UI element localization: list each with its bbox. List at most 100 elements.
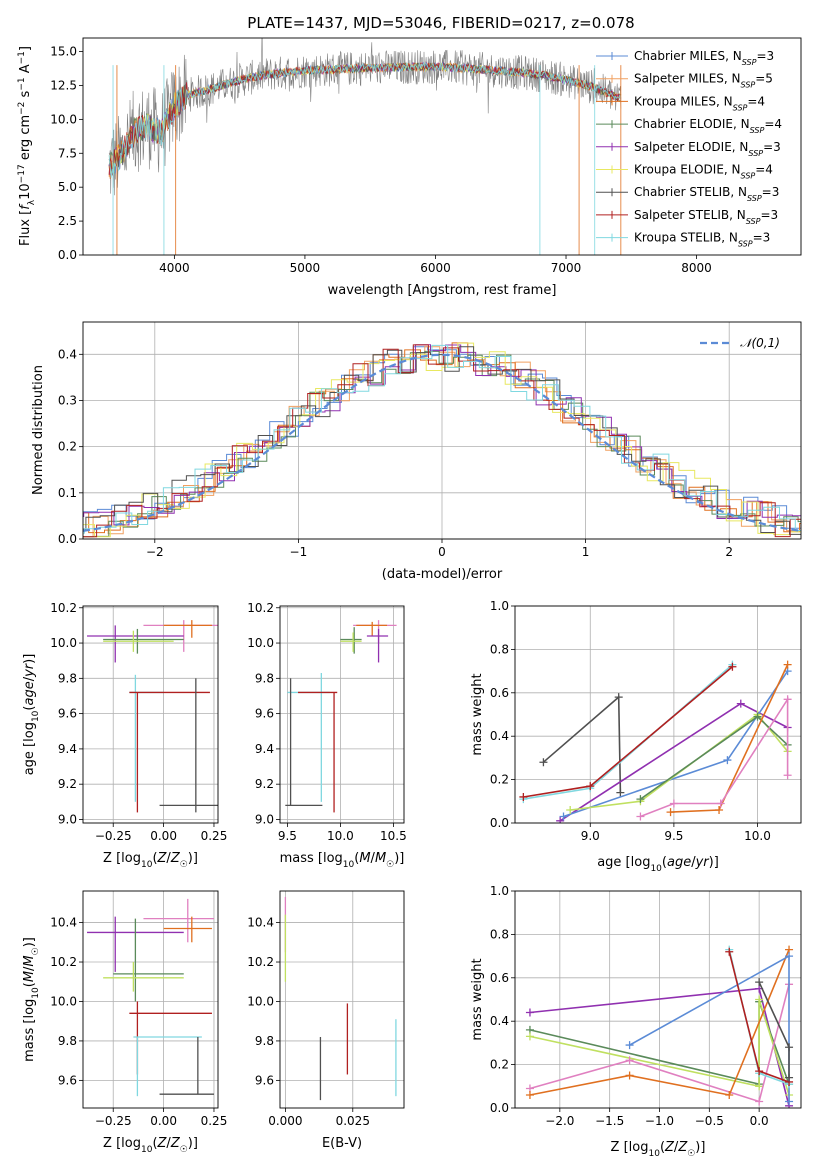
x-axis-label: E(B-V) xyxy=(322,1136,362,1151)
mass-weight-point xyxy=(715,805,724,814)
y-tick-label: 0.0 xyxy=(58,532,77,546)
mass-weight-point xyxy=(736,699,745,708)
x-axis-label-part: M xyxy=(375,851,386,866)
clipped-series xyxy=(285,620,397,813)
legend-subscript: SSP xyxy=(741,171,756,180)
legend-value: =3 xyxy=(753,231,771,245)
legend-entry-label: Chabrier STELIB, NSSP=3 xyxy=(634,185,779,203)
y-tick-label: 9.8 xyxy=(255,671,274,685)
x-tick-label: 8000 xyxy=(681,261,712,275)
mass-weight-point xyxy=(783,660,792,669)
x-tick-label: −1 xyxy=(290,545,308,559)
figure-title: PLATE=1437, MJD=53046, FIBERID=0217, z=0… xyxy=(247,14,634,32)
x-axis-label-part: ( xyxy=(660,1140,665,1155)
legend-text: Salpeter MILES, N xyxy=(634,72,741,86)
y-axis-label-part: 10 xyxy=(31,710,41,722)
y-axis-label-part: 10 xyxy=(31,987,41,999)
x-axis-label-part: 10 xyxy=(650,864,662,874)
legend-value: =3 xyxy=(756,49,774,63)
x-tick-label: 9.5 xyxy=(664,829,683,843)
mass-weight-point xyxy=(716,799,725,808)
x-axis-label-part: M xyxy=(359,851,370,866)
x-axis-label-part: Z xyxy=(170,851,181,866)
x-axis-label-part: 10 xyxy=(648,1149,660,1159)
x-axis-label-part: ☉ xyxy=(180,860,188,870)
x-tick-label: 10.0 xyxy=(744,829,771,843)
y-tick-label: 10.0 xyxy=(50,112,77,126)
legend-subscript: SSP xyxy=(741,80,756,89)
x-tick-label: −1.0 xyxy=(645,1114,674,1128)
mass-weight-point xyxy=(783,771,792,780)
y-tick-label: 0.0 xyxy=(490,816,509,830)
y-tick-label: 10.0 xyxy=(50,994,77,1008)
y-axis-label-part: ☉ xyxy=(31,947,41,955)
legend-value: =5 xyxy=(755,72,773,86)
x-axis-label-part: ( xyxy=(152,851,157,866)
x-tick-label: −1.5 xyxy=(595,1114,624,1128)
y-tick-label: 1.0 xyxy=(490,884,509,898)
mass-weight-point xyxy=(519,792,528,801)
y-tick-label: 10.0 xyxy=(247,636,274,650)
mass-weight-point xyxy=(616,788,625,797)
y-tick-label: 10.2 xyxy=(50,955,77,969)
y-axis-label: mass weight xyxy=(470,673,485,755)
legend-entry-label: Kroupa ELODIE, NSSP=4 xyxy=(634,163,773,181)
mass-weight-point xyxy=(755,978,764,987)
y-axis-label-part: / xyxy=(22,676,37,681)
mass-weight-point xyxy=(625,1041,634,1050)
x-tick-label: 4000 xyxy=(159,261,190,275)
clipped-series xyxy=(83,342,801,538)
y-tick-label: 15.0 xyxy=(50,45,77,59)
x-tick-label: 0.025 xyxy=(336,1114,370,1128)
plot-frame xyxy=(514,890,802,1109)
y-tick-label: 9.0 xyxy=(255,812,274,826)
x-axis-label-part: Z xyxy=(677,1140,688,1155)
x-axis-label: wavelength [Angstrom, rest frame] xyxy=(328,283,557,298)
y-tick-label: 0.8 xyxy=(490,927,509,941)
weight-vs-metallicity-panel: −2.0 −1.5 −1.0 −0.5 0.0 0.0 0.2 0.4 0.6 0.8 1.0 Z [… xyxy=(470,884,802,1159)
model-spectrum-line xyxy=(108,61,622,178)
legend-subscript: SSP xyxy=(746,216,761,225)
y-axis-label-part: M xyxy=(22,955,37,966)
legend-entry-label: Kroupa MILES, NSSP=4 xyxy=(634,94,765,112)
x-axis-label-part: 10 xyxy=(141,1145,153,1155)
y-axis-label-part: )] xyxy=(22,937,37,947)
y-tick-label: 5.0 xyxy=(58,180,77,194)
x-axis-label-part: ☉ xyxy=(386,860,394,870)
clipped-series xyxy=(87,898,214,1097)
mass-weight-point xyxy=(636,795,645,804)
legend-text: Chabrier MILES, N xyxy=(634,49,742,63)
y-axis-label-part: age [log xyxy=(22,722,37,775)
x-tick-label: 0.00 xyxy=(150,829,177,843)
x-tick-label: −2 xyxy=(146,545,164,559)
legend-text: Kroupa STELIB, N xyxy=(634,231,738,245)
weight-vs-age-panel: 9.0 9.5 10.0 0.0 0.2 0.4 0.6 0.8 1.0 age [log10(a… xyxy=(470,599,802,874)
x-axis-label: Z [log10(Z/Z☉)] xyxy=(611,1140,706,1159)
y-tick-label: 0.4 xyxy=(490,729,509,743)
legend-subscript: SSP xyxy=(738,239,753,248)
x-axis-label: (data-model)/error xyxy=(382,567,503,582)
x-axis-label-part: age xyxy=(667,855,691,870)
y-tick-label: 10.4 xyxy=(247,916,274,930)
x-tick-label: 9.0 xyxy=(581,829,600,843)
y-axis-label: Flux [fλ10−17 erg cm−2 s−1 A−1] xyxy=(17,46,37,246)
mass-weight-point xyxy=(755,1067,764,1076)
mass-weight-point xyxy=(666,808,675,817)
x-axis-label-part: ( xyxy=(152,1136,157,1151)
x-tick-label: 7000 xyxy=(551,261,582,275)
y-tick-label: 9.4 xyxy=(255,742,274,756)
x-axis-label-part: ☉ xyxy=(687,1149,695,1159)
x-axis-label-part: ( xyxy=(354,851,359,866)
y-axis-label-part: ( xyxy=(22,706,37,711)
x-tick-label: 1 xyxy=(582,545,590,559)
x-tick-label: 6000 xyxy=(420,261,451,275)
legend-entry-label: Salpeter MILES, NSSP=5 xyxy=(634,72,773,90)
y-tick-label: 0.2 xyxy=(490,1058,509,1072)
mass-weight-point xyxy=(669,799,678,808)
clipped-series xyxy=(108,38,622,255)
x-tick-label: 0.25 xyxy=(201,1114,228,1128)
x-axis-label-part: )] xyxy=(188,1136,198,1151)
legend-value: =3 xyxy=(763,140,781,154)
y-axis-label-part: M xyxy=(22,971,37,982)
y-axis-label: mass weight xyxy=(470,958,485,1040)
